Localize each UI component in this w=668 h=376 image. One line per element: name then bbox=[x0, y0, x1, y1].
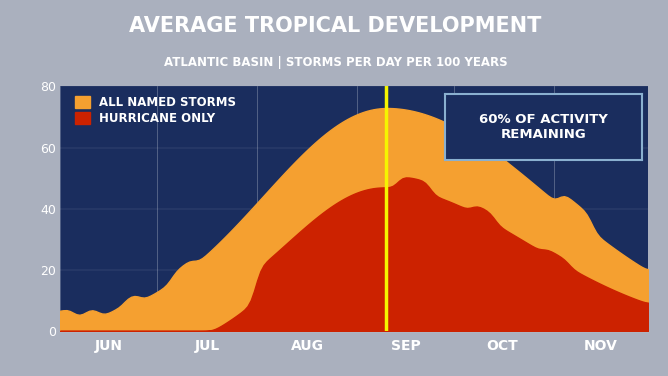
Text: ATLANTIC BASIN | STORMS PER DAY PER 100 YEARS: ATLANTIC BASIN | STORMS PER DAY PER 100 … bbox=[164, 56, 508, 68]
Legend: ALL NAMED STORMS, HURRICANE ONLY: ALL NAMED STORMS, HURRICANE ONLY bbox=[72, 92, 240, 129]
Text: AVERAGE TROPICAL DEVELOPMENT: AVERAGE TROPICAL DEVELOPMENT bbox=[130, 16, 542, 36]
